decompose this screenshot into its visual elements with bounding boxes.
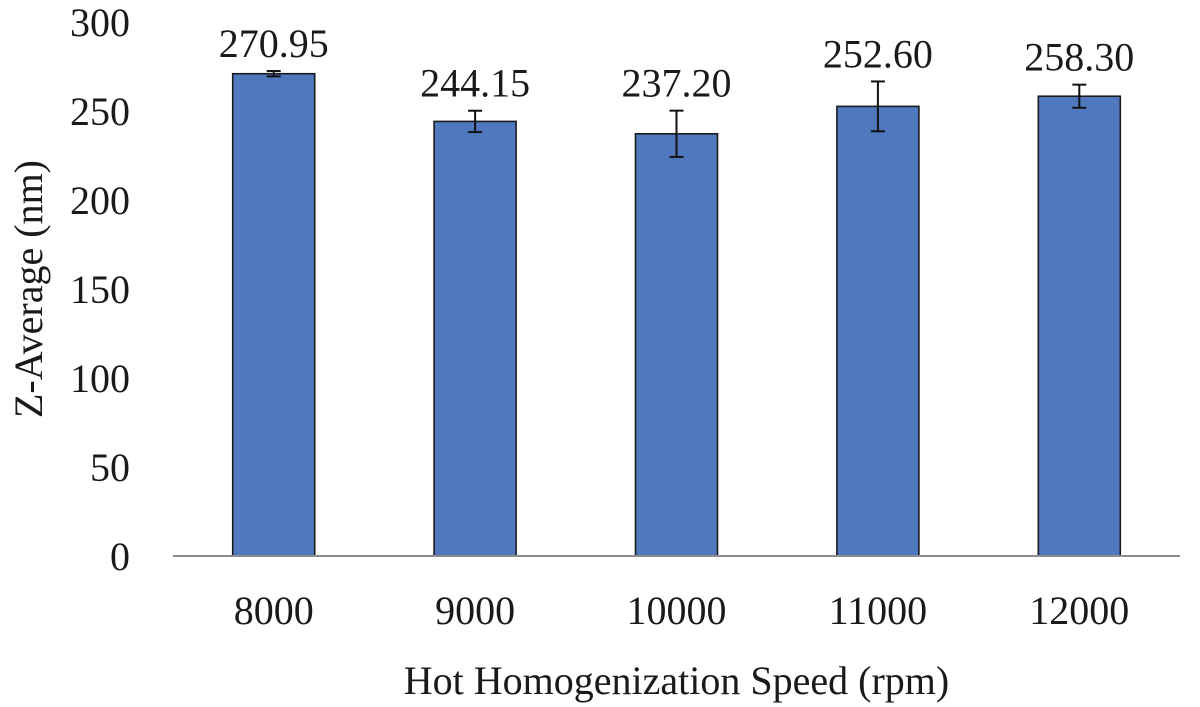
error-bar [1072,83,1087,109]
data-label: 244.15 [420,61,530,106]
y-axis-ticks: 0 50 100 150 200 250 300 [70,0,130,579]
y-tick-label: 100 [70,356,130,401]
data-label: 252.60 [823,31,933,76]
x-tick-label: 10000 [627,588,727,633]
bar [231,72,316,557]
x-axis-ticks: 8000 9000 10000 11000 12000 [234,588,1130,633]
y-tick-label: 50 [90,445,130,490]
y-axis-title: Z-Average (nm) [6,160,51,418]
bar [1037,95,1122,557]
y-tick-label: 150 [70,267,130,312]
bar [634,132,719,557]
bar [433,120,517,557]
x-tick-label: 8000 [234,588,314,633]
data-labels: 270.95 244.15 237.20 252.60 258.30 [219,21,1135,106]
y-tick-label: 0 [110,534,130,579]
x-axis-title: Hot Homogenization Speed (rpm) [404,658,949,703]
y-tick-label: 200 [70,178,130,223]
y-tick-label: 300 [70,0,130,45]
bar [836,105,920,557]
error-bar [468,109,483,134]
y-tick-label: 250 [70,89,130,134]
error-bars [266,70,1087,158]
data-label: 270.95 [219,21,329,66]
data-label: 258.30 [1024,35,1134,80]
data-label: 237.20 [622,61,732,106]
x-tick-label: 12000 [1029,588,1129,633]
error-bar [870,80,885,133]
x-tick-label: 9000 [435,588,515,633]
error-bar [266,70,281,78]
error-bar [669,109,684,158]
x-tick-label: 11000 [829,588,928,633]
